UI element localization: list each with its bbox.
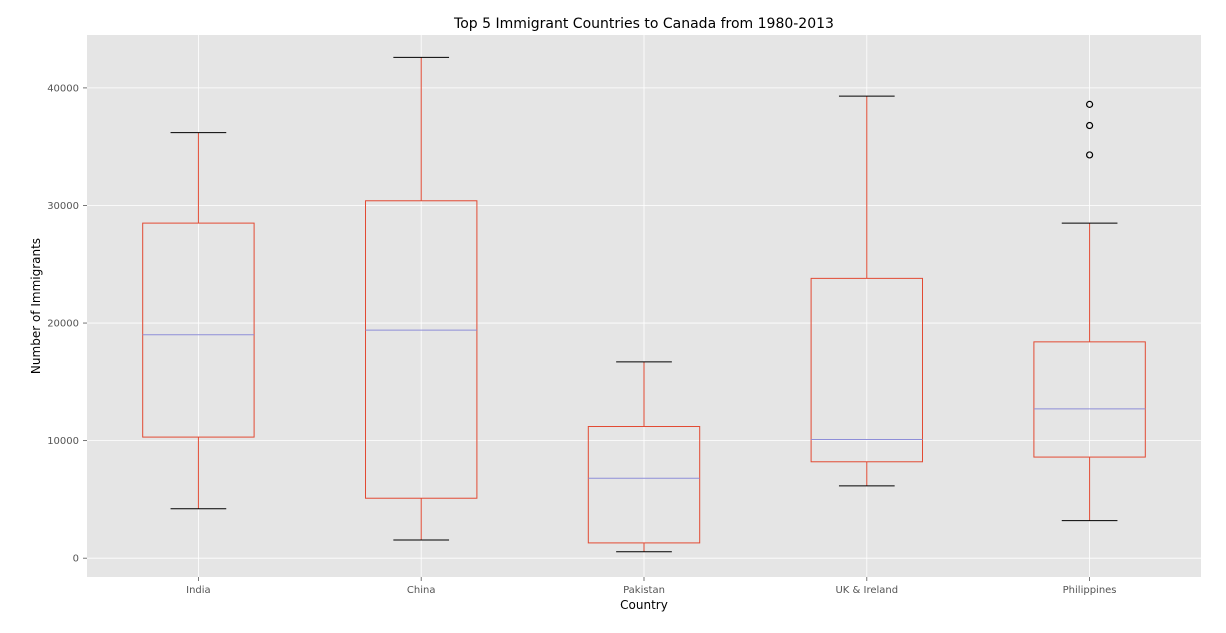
y-axis-title: Number of Immigrants	[29, 238, 43, 374]
outlier-point	[1085, 121, 1094, 130]
box-india	[142, 132, 255, 510]
x-tick-label: UK & Ireland	[835, 585, 898, 596]
tick-labels: 0 10000 20000 30000 40000 India China Pakistan U…	[47, 83, 1116, 596]
y-tick-label: 30000	[47, 201, 79, 212]
x-tick-label: India	[186, 585, 211, 596]
box-group	[142, 56, 1146, 553]
box-pakistan	[587, 361, 701, 553]
box-body	[810, 277, 923, 463]
box-body	[587, 426, 701, 544]
x-tick-label: China	[407, 585, 436, 596]
chart-title: Top 5 Immigrant Countries to Canada from…	[453, 16, 834, 32]
box-uk-ireland	[810, 95, 923, 487]
y-tick-label: 10000	[47, 436, 79, 447]
y-tick-label: 0	[73, 554, 79, 565]
box-body	[365, 200, 478, 499]
box-body	[1033, 341, 1146, 458]
outlier-point	[1085, 100, 1094, 108]
box-philippines	[1033, 100, 1146, 522]
box-body	[142, 222, 255, 438]
x-tick-label: Philippines	[1063, 585, 1117, 596]
x-axis-title: Country	[620, 598, 668, 612]
y-tick-label: 40000	[47, 83, 79, 94]
outlier-point	[1085, 151, 1094, 159]
x-tick-label: Pakistan	[623, 585, 665, 596]
box-china	[365, 56, 478, 541]
y-tick-label: 20000	[47, 319, 79, 330]
